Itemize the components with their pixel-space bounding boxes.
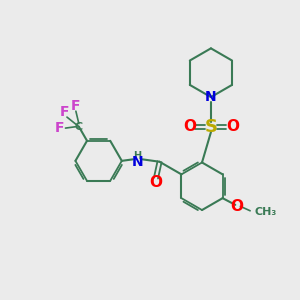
Text: O: O [149,175,163,190]
Text: O: O [226,119,239,134]
Text: O: O [230,199,243,214]
Text: O: O [183,119,196,134]
Text: N: N [205,90,217,104]
Text: F: F [71,99,81,113]
Text: F: F [60,105,69,119]
Text: S: S [204,118,218,136]
Text: C: C [75,122,83,132]
Text: F: F [55,121,64,135]
Text: H: H [133,151,141,161]
Text: CH₃: CH₃ [255,207,277,217]
Text: N: N [131,155,143,169]
